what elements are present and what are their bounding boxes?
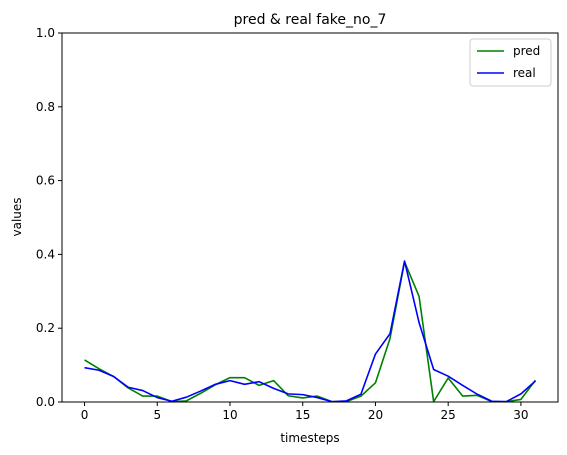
x-tick-label: 30: [513, 408, 528, 422]
legend: pred real: [469, 38, 552, 87]
x-tick-label: 15: [295, 408, 310, 422]
series-line-real: [84, 260, 536, 403]
y-tick-label: 0.0: [36, 395, 55, 409]
y-tick-label: 0.4: [36, 247, 55, 261]
x-tick-label: 10: [222, 408, 237, 422]
y-tick-label: 1.0: [36, 26, 55, 40]
y-axis-label: values: [10, 197, 24, 236]
x-axis-label: timesteps: [280, 431, 339, 445]
chart-title: pred & real fake_no_7: [234, 12, 387, 28]
legend-label-real: real: [513, 66, 536, 80]
x-axis: 0 5 10 15 20 25 30: [81, 402, 529, 422]
legend-label-pred: pred: [513, 44, 540, 58]
y-tick-label: 0.8: [36, 100, 55, 114]
x-tick-label: 25: [441, 408, 456, 422]
y-tick-label: 0.6: [36, 174, 55, 188]
x-tick-label: 0: [81, 408, 89, 422]
x-tick-label: 20: [368, 408, 383, 422]
y-tick-label: 0.2: [36, 321, 55, 335]
x-tick-label: 5: [153, 408, 161, 422]
plot-frame: [61, 32, 559, 403]
plot-area: [84, 260, 537, 403]
series-line-pred: [84, 260, 537, 403]
y-axis: 0.0 0.2 0.4 0.6 0.8 1.0: [36, 26, 62, 409]
